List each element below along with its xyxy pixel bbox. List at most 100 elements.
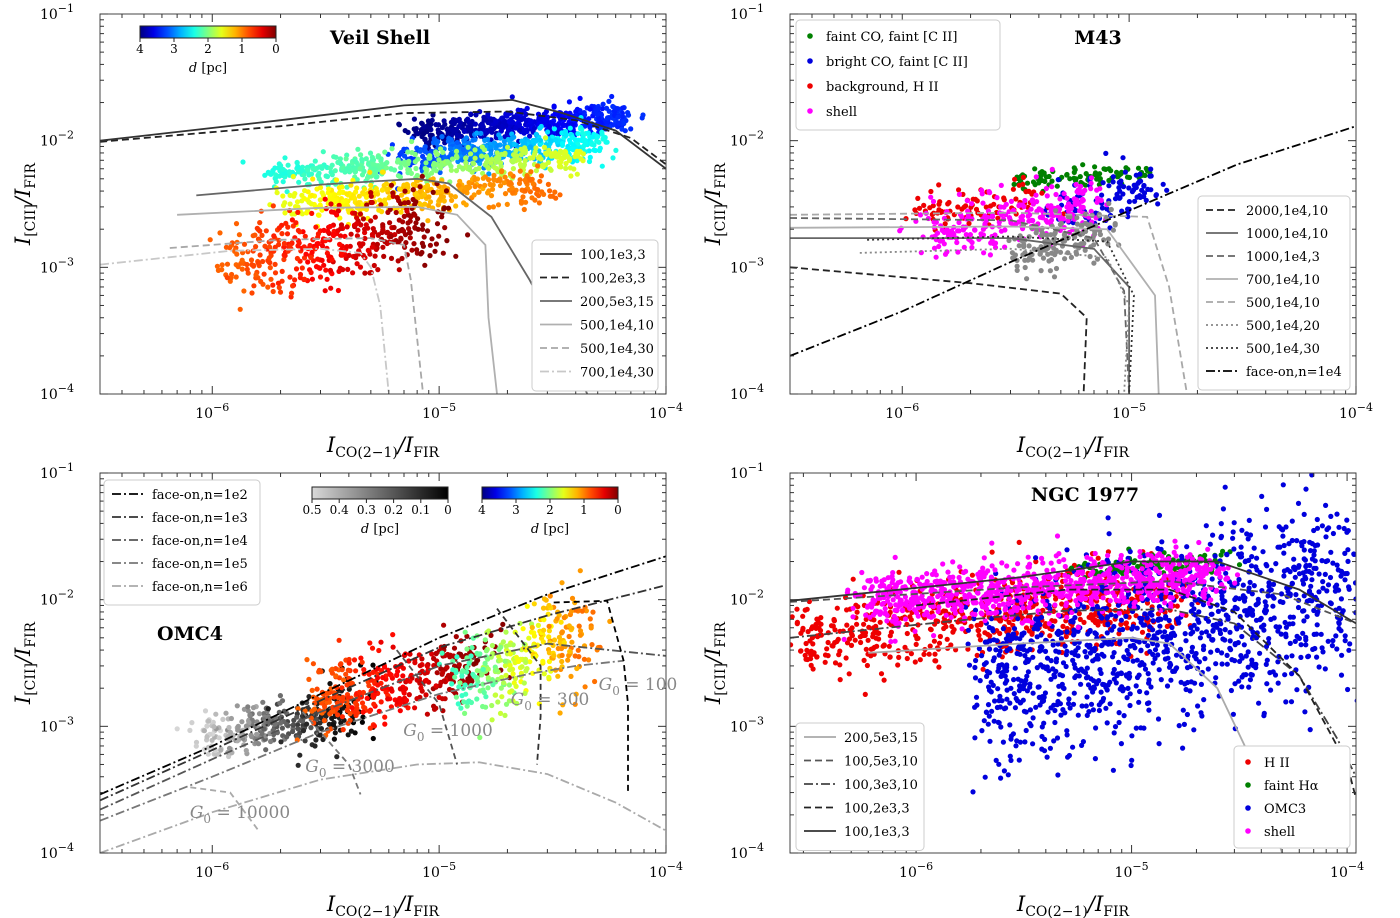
data-point: [306, 199, 312, 205]
data-point: [355, 227, 361, 233]
colorbar: 4 3 2 1 0d [pc]: [136, 25, 280, 76]
data-point: [516, 658, 522, 665]
data-point: [1001, 195, 1007, 201]
data-point: [1160, 181, 1166, 187]
data-point: [1103, 166, 1109, 172]
data-point: [287, 274, 293, 280]
data-point: [516, 127, 523, 133]
data-point: [441, 184, 447, 190]
data-point: [972, 196, 979, 202]
data-point: [468, 653, 474, 659]
data-point: [305, 259, 311, 265]
data-point: [369, 199, 375, 206]
data-point: [822, 659, 828, 665]
data-point: [344, 699, 350, 705]
data-point: [309, 687, 315, 694]
data-point: [317, 185, 324, 191]
data-point: [987, 633, 993, 639]
data-point: [990, 214, 996, 220]
data-point: [304, 721, 310, 727]
data-point: [1023, 625, 1030, 631]
data-point: [309, 192, 315, 198]
data-point: [1110, 227, 1116, 233]
legend-label: shell: [826, 105, 857, 120]
data-point: [493, 692, 499, 698]
data-point: [994, 195, 1000, 201]
legend-box: [103, 479, 261, 606]
data-point: [521, 162, 528, 168]
g0-annotation: G0 = 1000: [403, 721, 493, 744]
data-point: [312, 158, 318, 164]
data-point: [480, 681, 486, 687]
data-point: [849, 633, 856, 639]
data-point: [402, 161, 408, 167]
data-point: [419, 173, 425, 179]
data-point: [501, 138, 507, 145]
data-point: [376, 647, 382, 654]
data-point: [1006, 619, 1012, 626]
data-point: [367, 169, 373, 175]
data-point: [1105, 241, 1111, 247]
data-point: [263, 747, 269, 753]
data-point: [518, 200, 525, 206]
data-point: [216, 735, 222, 741]
data-point: [440, 149, 446, 155]
data-point: [865, 637, 871, 643]
x-axis-label: ICO(2−1)/IFIR: [326, 433, 440, 461]
data-point: [453, 634, 459, 640]
data-point: [615, 120, 622, 126]
data-point: [520, 194, 526, 200]
data-point: [466, 140, 472, 146]
data-point: [460, 654, 466, 660]
data-point: [395, 668, 401, 674]
data-point: [830, 623, 836, 629]
data-point: [586, 657, 592, 663]
data-point: [1006, 628, 1012, 634]
data-point: [297, 752, 303, 758]
data-point: [600, 101, 606, 107]
data-point: [527, 659, 533, 665]
data-point: [501, 180, 507, 186]
data-point: [314, 686, 320, 692]
data-point: [460, 668, 466, 674]
data-point: [497, 183, 504, 189]
data-point: [589, 642, 595, 648]
data-point: [582, 684, 588, 690]
scatter-points: [174, 568, 613, 768]
data-point: [810, 666, 816, 672]
data-point: [956, 187, 962, 193]
data-point: [553, 137, 559, 143]
data-point: [559, 652, 565, 659]
data-point: [445, 205, 452, 211]
data-point: [480, 123, 486, 129]
data-point: [862, 630, 869, 636]
data-point: [444, 664, 450, 671]
data-point: [287, 169, 293, 176]
model-line: [790, 225, 1160, 394]
data-point: [545, 129, 551, 135]
data-point: [337, 265, 343, 271]
data-point: [540, 639, 546, 645]
data-point: [523, 199, 529, 205]
g0-annotation: G0 = 10000: [190, 803, 290, 826]
data-point: [424, 228, 431, 234]
data-point: [576, 654, 582, 660]
data-point: [337, 215, 343, 221]
data-point: [955, 204, 961, 210]
legend-marker: [807, 108, 813, 114]
data-point: [248, 732, 254, 738]
scatter-points: [897, 150, 1170, 282]
data-point: [339, 685, 345, 691]
data-point: [568, 673, 574, 680]
data-point: [1126, 185, 1132, 191]
data-point: [1137, 193, 1143, 199]
data-point: [1067, 214, 1073, 220]
data-point: [488, 144, 494, 150]
data-point: [463, 155, 469, 161]
chart-title: Veil Shell: [329, 27, 430, 49]
data-point: [253, 244, 259, 250]
data-point: [419, 120, 425, 126]
data-point: [433, 683, 439, 689]
data-point: [543, 150, 549, 156]
data-point: [339, 714, 345, 720]
